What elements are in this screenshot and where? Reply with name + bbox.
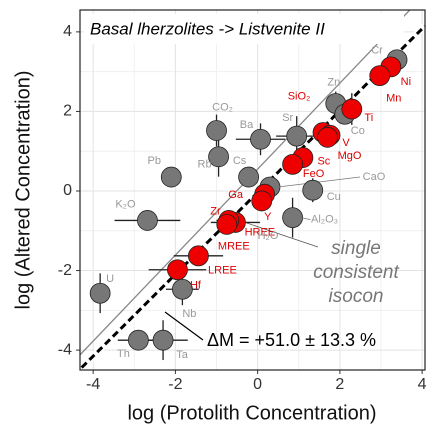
point — [238, 166, 259, 188]
point-label: Zn — [327, 76, 340, 88]
point-label: Pb — [148, 155, 161, 167]
point — [167, 259, 188, 281]
y-tick-label: 4 — [63, 23, 72, 40]
chart-title: Basal lherzolites -> Listvenite II — [90, 19, 325, 38]
y-axis-title: log (Altered Concentration) — [12, 70, 34, 309]
point-label: Ni — [401, 76, 411, 88]
y-tick-label: -2 — [58, 262, 72, 279]
point-label: U — [106, 273, 114, 285]
y-tick-label: -4 — [58, 341, 72, 358]
point-label: Sr — [282, 112, 293, 124]
point-label: MgO — [338, 150, 362, 162]
point — [89, 282, 111, 304]
point-label: Hf — [190, 280, 202, 292]
point — [127, 329, 149, 351]
point-label: Rb — [198, 159, 212, 171]
isocon-text: single — [331, 238, 381, 259]
point — [369, 65, 391, 87]
point-label: Cr — [371, 45, 383, 57]
point — [341, 98, 363, 120]
point-label: V — [342, 137, 350, 149]
point — [188, 245, 209, 267]
x-axis-title: log (Protolith Concentration) — [127, 402, 376, 424]
point — [282, 207, 303, 229]
point-label: Sc — [317, 155, 330, 167]
point-label: Co — [351, 125, 365, 137]
point-label: Ba — [240, 119, 254, 131]
label-leader — [300, 217, 311, 221]
point-label: Zr — [210, 205, 221, 217]
plot-border — [79, 9, 426, 371]
point-label: K₂O — [115, 198, 136, 210]
point-label: MREE — [218, 240, 250, 252]
isocon-text: isocon — [329, 286, 384, 307]
point-label: Al₂O₃ — [311, 214, 338, 226]
point — [286, 125, 308, 147]
point-label: CO₂ — [212, 101, 233, 113]
point-label: Cu — [327, 191, 341, 203]
y-tick-label: 0 — [63, 182, 72, 199]
point-label: Ti — [364, 112, 373, 124]
point — [251, 190, 273, 212]
title-box — [84, 14, 404, 44]
point-label: CaO — [363, 171, 386, 183]
x-tick-label: 0 — [253, 376, 262, 393]
x-tick-label: -4 — [86, 376, 100, 393]
delta-m: ΔM = +51.0 ± 13.3 % — [207, 330, 376, 350]
point — [317, 126, 338, 148]
point-label: Ga — [228, 189, 244, 201]
point-label: Th — [117, 348, 130, 360]
point-label: Nb — [182, 308, 196, 320]
point-label: FeO — [303, 168, 325, 180]
point — [282, 153, 303, 175]
point — [152, 329, 174, 351]
point-label: LREE — [208, 265, 237, 277]
point-label: SiO₂ — [288, 90, 311, 102]
annotation: H₂O — [258, 230, 279, 242]
point — [208, 146, 229, 168]
point — [250, 128, 271, 150]
point — [206, 120, 227, 141]
point — [160, 166, 182, 188]
x-tick-label: -2 — [168, 376, 182, 393]
point-label: Mn — [386, 93, 401, 105]
leader — [164, 311, 204, 341]
x-tick-label: 4 — [418, 376, 427, 393]
y-tick-label: 2 — [63, 103, 72, 120]
point — [137, 210, 158, 231]
point-label: Ta — [176, 349, 189, 361]
isocon-text: consistent — [313, 262, 399, 283]
point — [171, 278, 193, 300]
point-label: Cs — [233, 155, 247, 167]
x-tick-label: 2 — [335, 376, 344, 393]
point — [216, 214, 238, 235]
point-label: HREE — [245, 226, 276, 238]
point-label: Y — [264, 211, 272, 223]
point — [302, 179, 324, 201]
